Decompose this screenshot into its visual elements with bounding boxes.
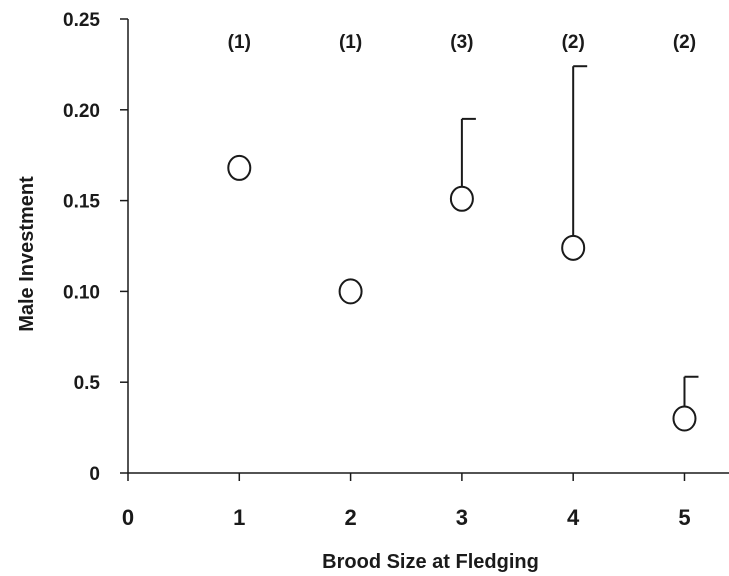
x-tick-label: 1 [233,505,245,530]
x-tick-label: 5 [678,505,690,530]
x-tick-label: 3 [456,505,468,530]
y-tick-label: 0.10 [63,282,100,303]
data-point [449,185,474,212]
x-ticks: 0 1 2 3 4 5 [122,473,691,530]
data-point [561,234,586,261]
data-point [227,154,252,181]
y-tick-label: 0.25 [63,10,100,31]
data-points [227,154,697,432]
data-point [672,405,697,432]
sample-size-label: (2) [562,32,585,53]
sample-size-labels: (1) (1) (3) (2) (2) [228,32,696,53]
y-ticks: 0 0.5 0.10 0.15 0.20 0.25 [63,10,128,485]
x-tick-label: 4 [567,505,580,530]
x-tick-label: 0 [122,505,134,530]
y-tick-label: 0.15 [63,192,100,213]
y-tick-label: 0.5 [74,373,101,394]
sample-size-label: (1) [339,32,362,53]
x-tick-label: 2 [344,505,356,530]
y-tick-label: 0 [89,464,100,485]
data-point [338,278,363,305]
y-axis-title: Male Investment [16,176,38,332]
y-tick-label: 0.20 [63,101,100,122]
sample-size-label: (2) [673,32,696,53]
sample-size-label: (1) [228,32,251,53]
x-axis-title: Brood Size at Fledging [322,551,539,573]
axes [127,19,729,474]
sample-size-label: (3) [450,32,473,53]
